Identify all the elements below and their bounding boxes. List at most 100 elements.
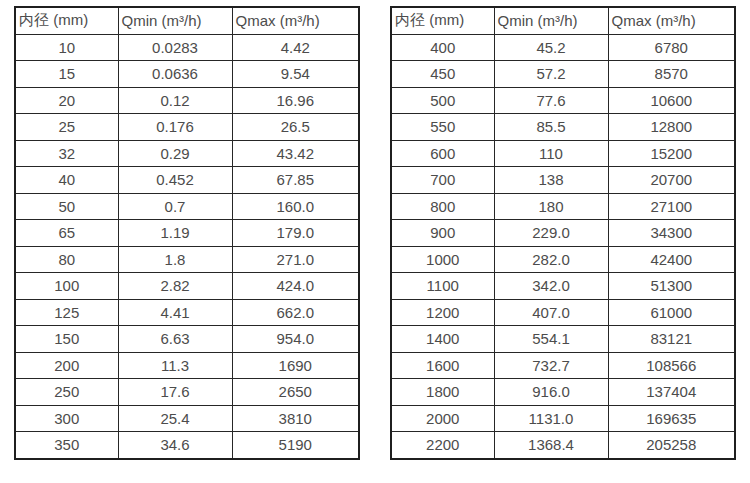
qmax-cell: 27100: [608, 193, 735, 220]
qmin-cell: 407.0: [494, 299, 608, 326]
qmin-cell: 1368.4: [494, 432, 608, 459]
header-qmax: Qmax (m³/h): [608, 7, 735, 34]
qmax-cell: 1690: [232, 352, 359, 379]
qmin-cell: 11.3: [118, 352, 232, 379]
table-row: 20001131.0169635: [391, 405, 735, 432]
table-row: 1254.41662.0: [15, 299, 359, 326]
table-row: 35034.65190: [15, 432, 359, 459]
qmax-cell: 5190: [232, 432, 359, 459]
qmin-cell: 282.0: [494, 246, 608, 273]
table-row: 801.8271.0: [15, 246, 359, 273]
diameter-cell: 2200: [391, 432, 494, 459]
qmax-cell: 160.0: [232, 193, 359, 220]
diameter-cell: 1000: [391, 246, 494, 273]
table-row: 1200407.061000: [391, 299, 735, 326]
header-diameter: 内径 (mm): [391, 7, 494, 34]
qmax-cell: 954.0: [232, 326, 359, 353]
qmax-cell: 271.0: [232, 246, 359, 273]
header-qmin: Qmin (m³/h): [494, 7, 608, 34]
diameter-cell: 600: [391, 140, 494, 167]
diameter-cell: 450: [391, 61, 494, 88]
table-row: 100.02834.42: [15, 34, 359, 61]
qmax-cell: 16.96: [232, 87, 359, 114]
diameter-cell: 150: [15, 326, 118, 353]
table-row: 20011.31690: [15, 352, 359, 379]
table-row: 250.17626.5: [15, 114, 359, 141]
qmin-cell: 1.8: [118, 246, 232, 273]
qmin-cell: 342.0: [494, 273, 608, 300]
qmax-cell: 43.42: [232, 140, 359, 167]
diameter-cell: 20: [15, 87, 118, 114]
diameter-cell: 2000: [391, 405, 494, 432]
table-row: 60011015200: [391, 140, 735, 167]
qmax-cell: 2650: [232, 379, 359, 406]
diameter-cell: 32: [15, 140, 118, 167]
qmin-cell: 1.19: [118, 220, 232, 247]
qmax-cell: 424.0: [232, 273, 359, 300]
table-row: 1000282.042400: [391, 246, 735, 273]
table-row: 1400554.183121: [391, 326, 735, 353]
qmin-cell: 17.6: [118, 379, 232, 406]
table-body-left: 100.02834.42150.06369.54200.1216.96250.1…: [15, 34, 359, 459]
diameter-cell: 800: [391, 193, 494, 220]
flow-rate-table-right: 内径 (mm)Qmin (m³/h)Qmax (m³/h) 40045.2678…: [390, 6, 736, 460]
qmin-cell: 0.452: [118, 167, 232, 194]
qmin-cell: 0.12: [118, 87, 232, 114]
table-row: 45057.28570: [391, 61, 735, 88]
qmin-cell: 34.6: [118, 432, 232, 459]
qmax-cell: 137404: [608, 379, 735, 406]
qmax-cell: 51300: [608, 273, 735, 300]
qmin-cell: 45.2: [494, 34, 608, 61]
qmax-cell: 26.5: [232, 114, 359, 141]
table-row: 651.19179.0: [15, 220, 359, 247]
qmax-cell: 6780: [608, 34, 735, 61]
qmax-cell: 108566: [608, 352, 735, 379]
qmax-cell: 10600: [608, 87, 735, 114]
diameter-cell: 50: [15, 193, 118, 220]
diameter-cell: 25: [15, 114, 118, 141]
qmin-cell: 229.0: [494, 220, 608, 247]
qmin-cell: 0.7: [118, 193, 232, 220]
diameter-cell: 1200: [391, 299, 494, 326]
diameter-cell: 250: [15, 379, 118, 406]
flow-rate-table-left: 内径 (mm)Qmin (m³/h)Qmax (m³/h) 100.02834.…: [14, 6, 360, 460]
table-body-right: 40045.2678045057.2857050077.61060055085.…: [391, 34, 735, 459]
diameter-cell: 65: [15, 220, 118, 247]
diameter-cell: 40: [15, 167, 118, 194]
table-row: 50077.610600: [391, 87, 735, 114]
qmin-cell: 916.0: [494, 379, 608, 406]
table-header-right: 内径 (mm)Qmin (m³/h)Qmax (m³/h): [391, 7, 735, 34]
qmin-cell: 180: [494, 193, 608, 220]
qmin-cell: 77.6: [494, 87, 608, 114]
table-row: 22001368.4205258: [391, 432, 735, 459]
diameter-cell: 700: [391, 167, 494, 194]
diameter-cell: 1400: [391, 326, 494, 353]
header-row: 内径 (mm)Qmin (m³/h)Qmax (m³/h): [15, 7, 359, 34]
table-row: 1800916.0137404: [391, 379, 735, 406]
diameter-cell: 1600: [391, 352, 494, 379]
diameter-cell: 1800: [391, 379, 494, 406]
qmin-cell: 25.4: [118, 405, 232, 432]
header-row: 内径 (mm)Qmin (m³/h)Qmax (m³/h): [391, 7, 735, 34]
header-qmin: Qmin (m³/h): [118, 7, 232, 34]
qmin-cell: 138: [494, 167, 608, 194]
diameter-cell: 200: [15, 352, 118, 379]
qmin-cell: 0.0636: [118, 61, 232, 88]
header-qmax: Qmax (m³/h): [232, 7, 359, 34]
diameter-cell: 1100: [391, 273, 494, 300]
diameter-cell: 900: [391, 220, 494, 247]
qmin-cell: 57.2: [494, 61, 608, 88]
diameter-cell: 500: [391, 87, 494, 114]
qmin-cell: 1131.0: [494, 405, 608, 432]
qmin-cell: 0.0283: [118, 34, 232, 61]
diameter-cell: 400: [391, 34, 494, 61]
table-row: 900229.034300: [391, 220, 735, 247]
qmax-cell: 67.85: [232, 167, 359, 194]
table-row: 150.06369.54: [15, 61, 359, 88]
table-row: 1506.63954.0: [15, 326, 359, 353]
table-row: 70013820700: [391, 167, 735, 194]
qmax-cell: 9.54: [232, 61, 359, 88]
qmin-cell: 85.5: [494, 114, 608, 141]
qmax-cell: 12800: [608, 114, 735, 141]
table-row: 25017.62650: [15, 379, 359, 406]
